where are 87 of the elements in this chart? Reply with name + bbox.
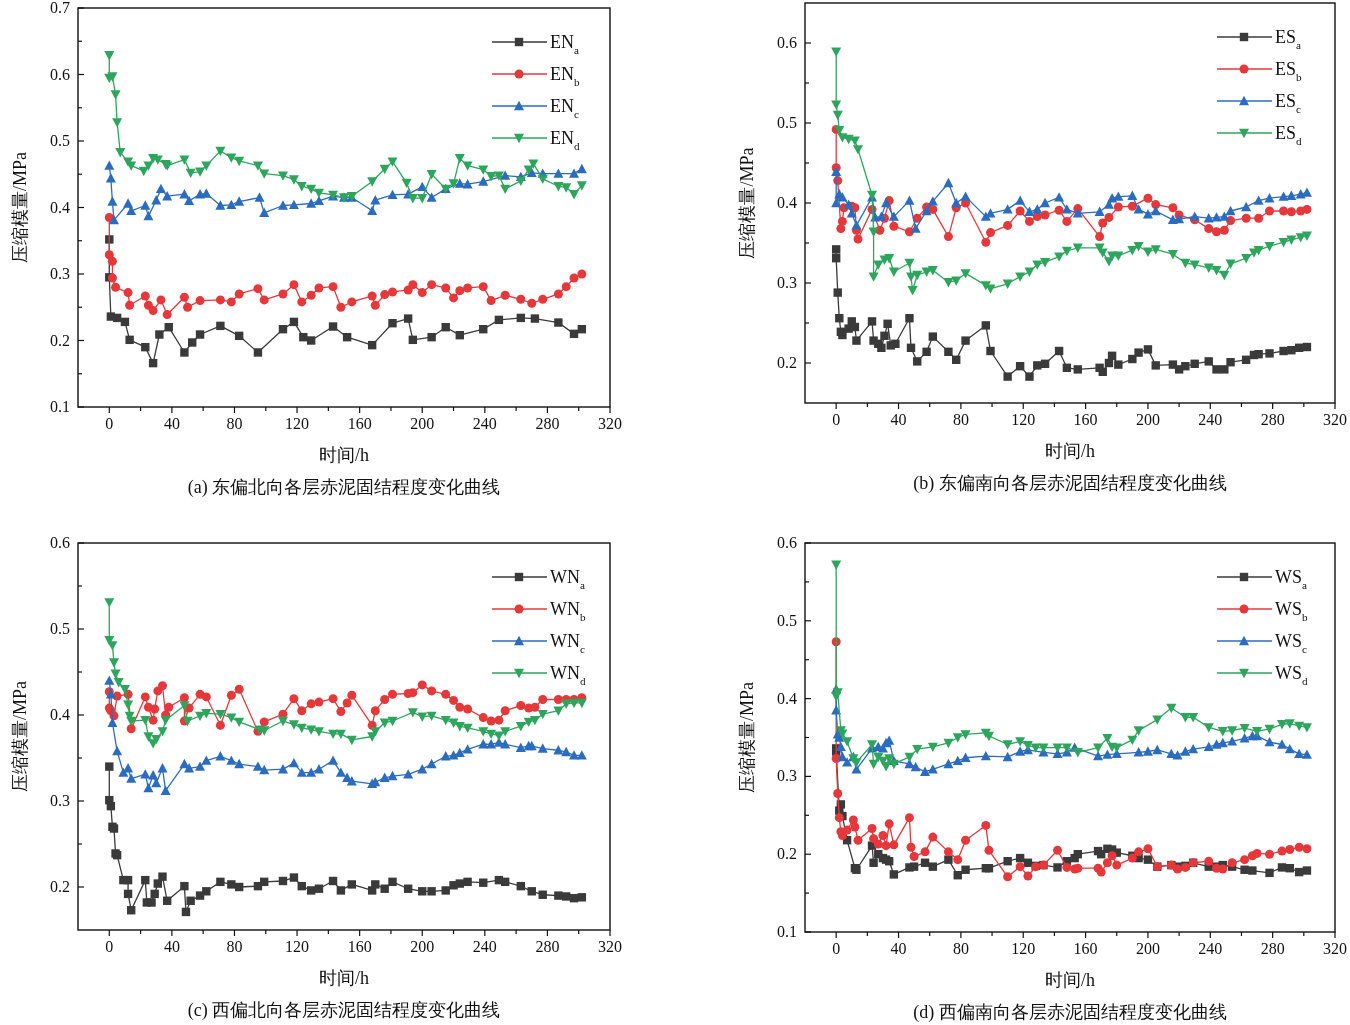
y-axis-title: 压缩模量/MPa (737, 147, 757, 259)
x-tick-label: 240 (472, 938, 497, 955)
legend-label: WS$_{a}$ (1275, 567, 1307, 591)
y-tick-label: 0.5 (50, 132, 70, 149)
x-axis-title: 时间/h (318, 445, 370, 465)
y-tick-label: 0.3 (50, 792, 70, 809)
y-tick-label: 0.1 (777, 923, 797, 940)
x-axis-title: 时间/h (1044, 441, 1096, 461)
x-axis-title: 时间/h (1044, 970, 1096, 990)
text: (c) 西偏北向各层赤泥固结程度变化曲线 (187, 1000, 501, 1021)
y-tick-label: 0.6 (50, 65, 70, 83)
x-tick-label: 160 (1073, 411, 1098, 428)
legend-label: WS$_{c}$ (1275, 631, 1307, 655)
y-tick-label: 0.7 (50, 0, 70, 16)
x-tick-label: 120 (1011, 940, 1036, 957)
x-tick-label: 200 (1135, 940, 1160, 957)
legend-label: WS$_{b}$ (1275, 599, 1308, 623)
y-tick-label: 0.1 (50, 398, 70, 415)
x-tick-label: 120 (1011, 411, 1036, 428)
x-tick-label: 80 (226, 938, 243, 955)
x-tick-label: 0 (105, 938, 114, 955)
y-axis-title: 压缩模量/MPa (10, 680, 30, 793)
x-tick-label: 240 (1198, 411, 1223, 428)
y-axis-title: 压缩模量/MPa (737, 681, 757, 794)
y-tick-label: 0.2 (777, 845, 797, 863)
x-tick-label: 40 (890, 940, 907, 957)
y-tick-label: 0.5 (777, 114, 797, 131)
x-tick-label: 200 (1135, 411, 1160, 428)
y-tick-label: 0.3 (777, 274, 797, 291)
x-tick-label: 40 (890, 411, 907, 428)
x-tick-label: 120 (285, 938, 310, 955)
y-tick-label: 0.6 (50, 534, 70, 551)
y-tick-label: 0.4 (50, 706, 70, 723)
x-tick-label: 200 (410, 938, 435, 955)
y-tick-label: 0.6 (777, 534, 797, 551)
x-tick-label: 280 (1260, 940, 1285, 957)
x-tick-label: 0 (832, 411, 841, 428)
y-axis-title: 压缩模量/MPa (10, 151, 30, 264)
legend-label: WN$_{b}$ (550, 599, 586, 623)
x-tick-label: 120 (285, 415, 310, 432)
x-tick-label: 320 (598, 938, 622, 955)
text: (b) 东偏南向各层赤泥固结程度变化曲线 (913, 473, 1227, 494)
x-tick-label: 240 (472, 415, 497, 432)
x-tick-label: 0 (832, 940, 841, 957)
x-tick-label: 320 (598, 415, 622, 432)
y-tick-label: 0.3 (50, 265, 70, 282)
y-tick-label: 0.5 (777, 611, 797, 629)
legend-label: EN$_{c}$ (550, 96, 579, 120)
x-tick-label: 280 (535, 938, 560, 955)
legend-label: ES$_{c}$ (1275, 91, 1302, 115)
legend-label: WN$_{c}$ (550, 631, 585, 655)
y-tick-label: 0.2 (50, 878, 70, 895)
x-tick-label: 200 (410, 415, 435, 432)
x-tick-label: 160 (1073, 940, 1098, 957)
legend-label: WN$_{a}$ (550, 567, 585, 591)
y-tick-label: 0.4 (777, 689, 797, 707)
legend-label: ES$_{a}$ (1275, 27, 1302, 51)
y-tick-label: 0.2 (777, 354, 797, 371)
x-tick-label: 280 (535, 415, 560, 432)
legend-label: WS$_{d}$ (1275, 663, 1308, 687)
y-tick-label: 0.6 (777, 34, 797, 51)
text: (a) 东偏北向各层赤泥固结程度变化曲线 (187, 477, 501, 498)
x-tick-label: 160 (347, 938, 372, 955)
y-tick-label: 0.4 (777, 194, 797, 211)
x-tick-label: 240 (1198, 940, 1223, 957)
x-tick-label: 80 (226, 415, 243, 432)
x-tick-label: 40 (163, 938, 180, 955)
x-tick-label: 320 (1323, 411, 1347, 428)
y-tick-label: 0.2 (50, 331, 70, 349)
x-tick-label: 160 (347, 415, 372, 432)
legend-label: ES$_{d}$ (1275, 123, 1303, 147)
x-tick-label: 320 (1323, 940, 1347, 957)
legend-label: EN$_{d}$ (550, 128, 580, 152)
y-tick-label: 0.5 (50, 620, 70, 637)
y-tick-label: 0.3 (777, 767, 797, 785)
y-tick-label: 0.4 (50, 198, 70, 216)
legend-label: EN$_{b}$ (550, 64, 580, 88)
x-tick-label: 80 (952, 411, 969, 428)
x-tick-label: 40 (163, 415, 180, 432)
x-tick-label: 0 (105, 415, 114, 432)
x-axis-title: 时间/h (318, 968, 370, 988)
legend-label: EN$_{a}$ (550, 32, 579, 56)
legend-label: ES$_{b}$ (1275, 59, 1303, 83)
legend-label: WN$_{d}$ (550, 663, 586, 687)
x-tick-label: 280 (1260, 411, 1285, 428)
x-tick-label: 80 (952, 940, 969, 957)
text: (d) 西偏南向各层赤泥固结程度变化曲线 (913, 1002, 1227, 1023)
